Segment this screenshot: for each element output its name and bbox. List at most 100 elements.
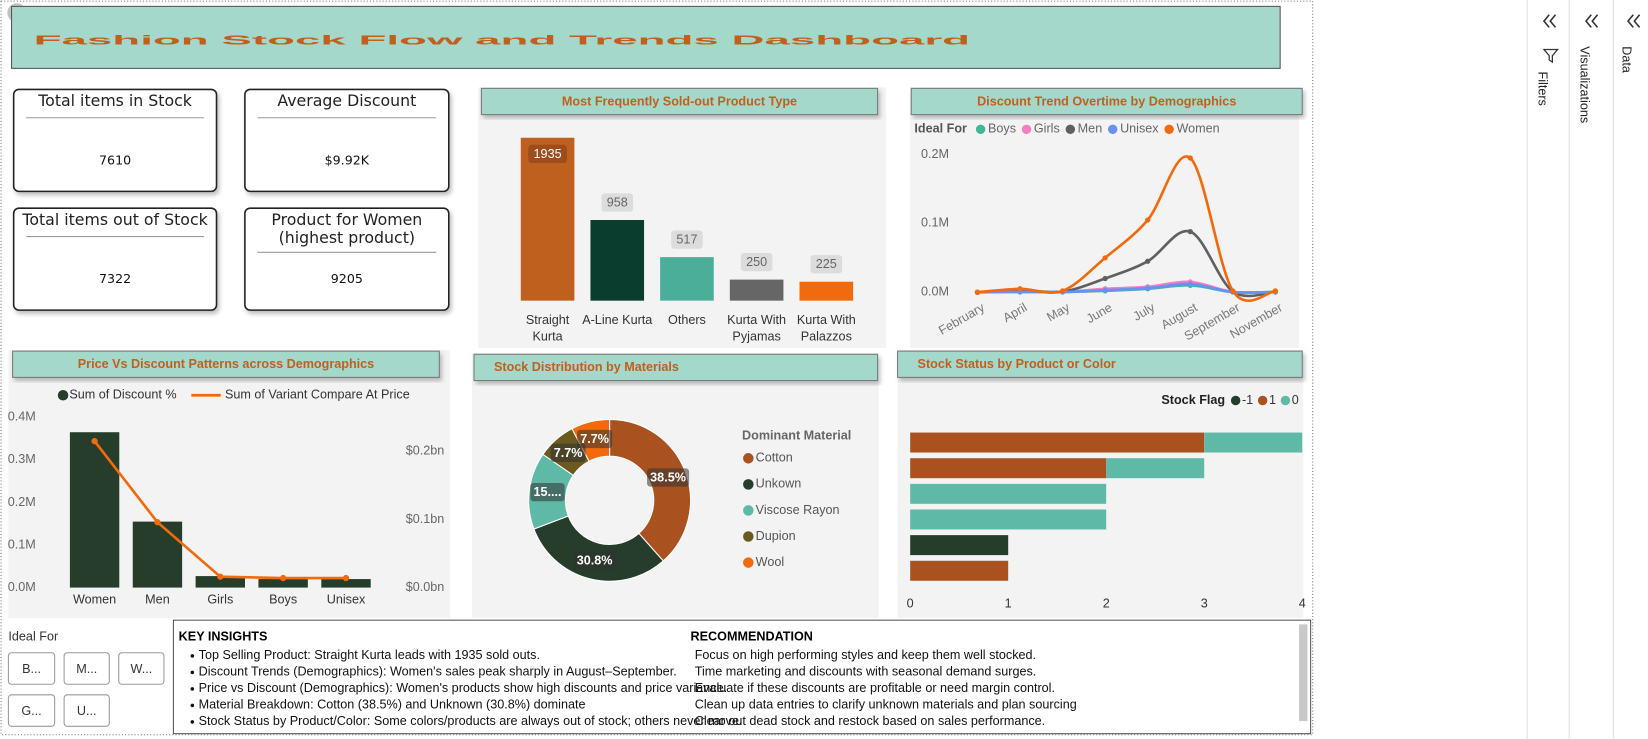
legend-title: Dominant Material <box>742 429 851 443</box>
legend-label: -1 <box>1242 393 1253 407</box>
legend-label: Cotton <box>756 451 793 465</box>
data-label: 958 <box>607 196 628 210</box>
slicer-option[interactable]: U... <box>77 704 97 718</box>
legend-label: Unkown <box>756 477 802 491</box>
legend-label: Women <box>1176 122 1219 136</box>
point <box>1187 229 1193 235</box>
kpi-card <box>244 207 450 311</box>
slicer-button[interactable] <box>7 694 56 727</box>
legend-label: Men <box>1078 122 1103 136</box>
point <box>1187 281 1193 287</box>
label-background <box>528 144 567 163</box>
legend-marker <box>743 505 754 516</box>
collapse-icon[interactable] <box>1584 14 1599 28</box>
kpi-value: 9205 <box>331 271 363 286</box>
slicer-button[interactable] <box>7 652 56 685</box>
legend-marker <box>1164 124 1174 135</box>
data-label: 38.5% <box>650 471 686 485</box>
recommendation-item: Evaluate if these discounts are profitab… <box>695 681 1055 695</box>
dashboard-title: Fashion Stock Flow and Trends Dashboard <box>34 33 970 47</box>
bar-segment <box>910 560 1009 581</box>
bar-segment <box>910 432 1205 453</box>
scrollbar[interactable] <box>1299 624 1308 722</box>
slicer-title: Ideal For <box>8 629 58 643</box>
pane-label[interactable]: Data <box>1620 46 1634 74</box>
recommendation-item: Focus on high performing styles and keep… <box>695 648 1036 662</box>
kpi-value: $9.92K <box>325 152 370 167</box>
chart-title-banner <box>12 350 440 378</box>
label-background <box>671 230 703 249</box>
title-banner <box>11 5 1281 69</box>
slicer-option[interactable]: W... <box>131 662 153 676</box>
bar-segment <box>910 458 1107 479</box>
legend-label: Viscose Rayon <box>756 503 840 517</box>
x-tick-label: 1 <box>1005 597 1012 611</box>
legend-marker <box>1257 395 1268 406</box>
slicer-option[interactable]: G... <box>21 704 41 718</box>
label-background <box>573 551 616 570</box>
bar <box>660 257 714 301</box>
chart-title: Stock Distribution by Materials <box>494 360 679 374</box>
point <box>279 574 287 582</box>
pane-label[interactable]: Filters <box>1536 72 1550 106</box>
slicer-option[interactable]: B... <box>22 662 41 676</box>
x-tick-label-box: Others <box>668 312 706 327</box>
y-tick-label: 0.1M <box>921 216 949 230</box>
insight-item: Stock Status by Product/Color: Some colo… <box>199 714 743 728</box>
insight-item: Discount Trends (Demographics): Women's … <box>199 665 677 679</box>
chart-title: Discount Trend Overtime by Demographics <box>977 94 1236 108</box>
x-tick-label: Men <box>145 593 170 607</box>
insights-box <box>172 619 1312 735</box>
kpi-card <box>12 88 218 193</box>
insight-item: Material Breakdown: Cotton (38.5%) and U… <box>199 698 586 712</box>
y-tick-label: 0.0M <box>921 285 949 299</box>
label-background <box>740 253 773 272</box>
slicer-option[interactable]: M... <box>76 662 97 676</box>
point <box>1059 288 1066 294</box>
y-tick-label: 0.2M <box>8 495 36 509</box>
slicer-button[interactable] <box>118 652 165 685</box>
x-tick-label: A-Line Kurta <box>582 312 653 327</box>
chart-title: Most Frequently Sold-out Product Type <box>562 94 797 108</box>
legend-marker <box>743 531 754 542</box>
label-background <box>577 429 613 449</box>
x-tick-label: Unisex <box>327 593 366 607</box>
label-background <box>601 193 634 212</box>
point <box>1102 275 1108 282</box>
data-label: 7.7% <box>554 446 583 460</box>
data-label: 30.8% <box>577 553 613 567</box>
kpi-label: Total items in Stock <box>38 92 192 111</box>
collapse-icon[interactable] <box>1542 14 1557 28</box>
chart-title: Price Vs Discount Patterns across Demogr… <box>78 357 374 371</box>
point <box>1145 217 1151 223</box>
point <box>217 573 224 580</box>
bar <box>132 521 183 588</box>
legend-label: 1 <box>1269 393 1276 407</box>
chart-title-banner <box>480 87 879 116</box>
point <box>1187 155 1193 161</box>
kpi-label-box: Average Discount <box>277 93 416 110</box>
point <box>1272 288 1279 294</box>
point <box>342 574 350 582</box>
recommendation-item: Clear out dead stock and restock based o… <box>695 714 1045 728</box>
pane-label[interactable]: Visualizations <box>1578 46 1592 123</box>
collapse-icon[interactable] <box>1627 14 1641 28</box>
slice <box>609 418 691 562</box>
y2-tick-label: $0.0bn <box>406 580 445 594</box>
point <box>1145 285 1151 291</box>
label-background <box>550 443 586 462</box>
x-tick-label: Girls <box>207 593 233 607</box>
bar-segment <box>910 535 1009 556</box>
kpi-label-box: Total items in Stock <box>38 92 192 111</box>
legend-title: Stock Flag <box>1161 393 1225 407</box>
point <box>1102 255 1108 261</box>
slicer-button[interactable] <box>63 652 110 685</box>
x-tick-label: Boys <box>269 593 297 607</box>
legend-label: Sum of Discount % <box>69 388 176 402</box>
chart-title-banner <box>910 87 1303 116</box>
slicer-button[interactable] <box>63 694 110 727</box>
legend-marker <box>975 124 986 135</box>
bar <box>195 576 245 588</box>
